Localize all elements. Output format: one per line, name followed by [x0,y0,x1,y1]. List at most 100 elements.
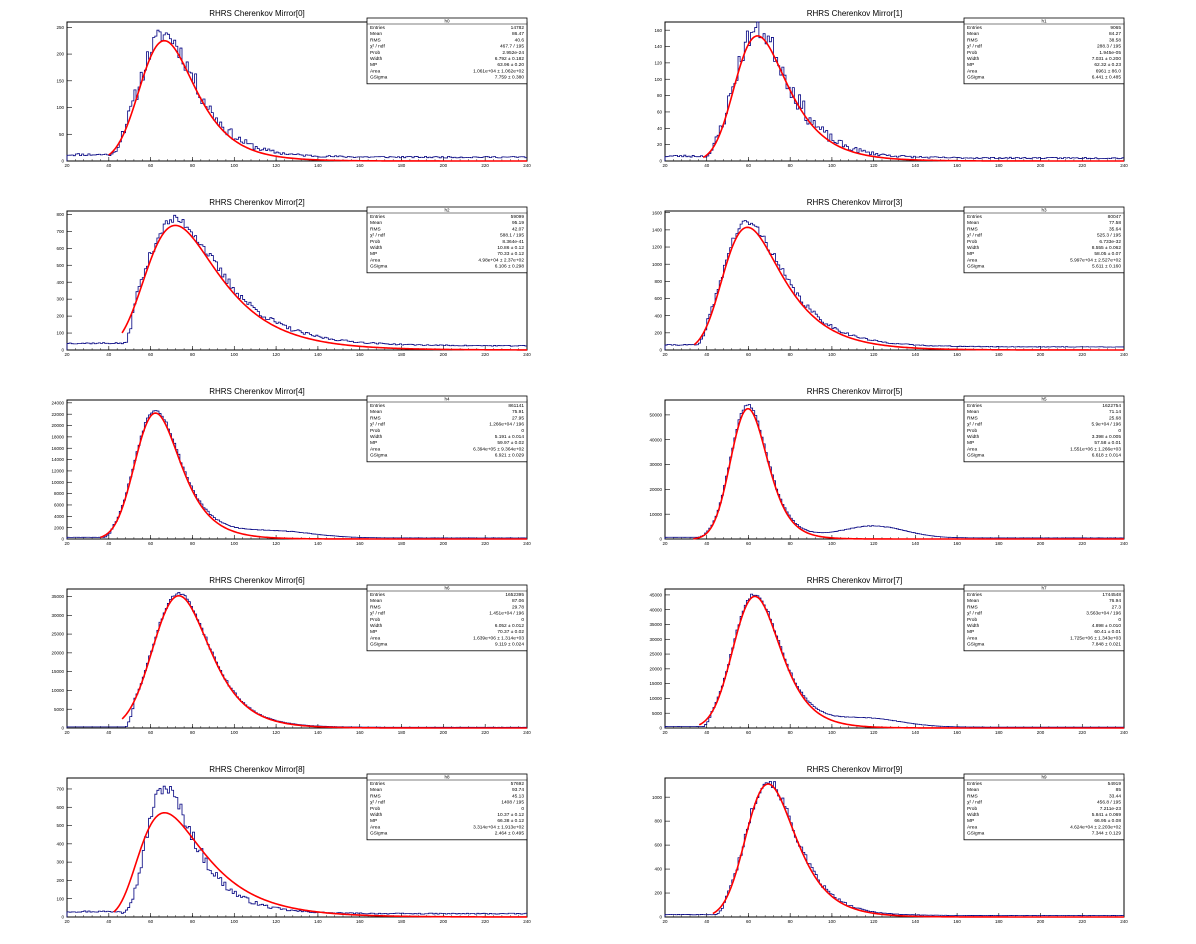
stats-label: Entries [967,25,983,31]
y-tick-label: 200 [56,52,64,57]
x-tick-label: 100 [828,352,836,357]
stats-value: 0 [521,428,524,434]
stats-label: MP [370,818,377,824]
x-tick-label: 240 [1120,730,1128,735]
stats-value: 59.97 ± 0.02 [497,440,524,446]
x-tick-label: 180 [398,919,406,924]
stats-label: Entries [370,592,386,598]
stats-label: χ² / ndf [370,44,385,50]
x-tick-label: 200 [1037,352,1045,357]
x-tick-label: 140 [912,352,920,357]
x-tick-label: 180 [995,730,1003,735]
y-tick-label: 250 [56,25,64,30]
x-tick-label: 40 [106,163,112,168]
y-tick-label: 20000 [51,423,64,428]
y-tick-label: 20000 [649,666,662,671]
y-tick-label: 100 [56,331,64,336]
stats-value: 7.344 ± 0.129 [1092,831,1122,837]
stats-label: Area [370,446,380,452]
x-tick-label: 100 [231,730,239,735]
stats-label: MP [370,251,377,257]
plot-frame [664,777,1125,918]
stats-value: 38.58 [1109,37,1121,43]
histogram-series [66,785,527,917]
x-tick-label: 40 [106,730,112,735]
stats-label: GSigma [967,264,985,270]
x-tick-label: 80 [190,919,196,924]
y-tick-label: 400 [56,841,64,846]
x-tick-label: 100 [231,919,239,924]
y-tick-label: 5000 [54,707,65,712]
stats-value: 1.551e+06 ± 1.266e+03 [1070,446,1121,452]
stats-label: GSigma [370,831,388,837]
stats-value: 4.98e+04 ± 2.37e+02 [478,257,524,263]
y-tick-label: 1200 [652,245,663,250]
stats-label: χ² / ndf [967,44,982,50]
chart-panel-3: RHRS Cherenkov Mirror[3] 20 40 60 80 100 120 14… [652,198,1128,357]
stats-value: 6.106 ± 0.298 [495,264,525,270]
y-tick-label: 15000 [649,681,662,686]
stats-value: 288.3 / 195 [1097,44,1121,50]
stats-label: Prob [967,50,977,56]
y-tick-label: 600 [654,296,662,301]
y-tick-label: 400 [654,313,662,318]
x-tick-label: 60 [148,352,154,357]
stats-label: MP [967,629,974,635]
chart-title: RHRS Cherenkov Mirror[7] [807,576,903,585]
fit-curve [100,412,527,540]
stats-label: RMS [967,226,978,232]
stats-label: Prob [370,50,380,56]
stats-value: 1744548 [1102,592,1121,598]
y-tick-label: 20000 [649,487,662,492]
stats-value: 1.639e+06 ± 1.314e+03 [473,635,524,641]
stats-label: Width [967,56,980,62]
stats-value: 27.95 [512,415,524,421]
stats-box [366,17,528,85]
y-tick-label: 0 [61,348,64,353]
y-tick-label: 300 [56,297,64,302]
x-tick-label: 140 [912,730,920,735]
x-tick-label: 120 [870,541,878,546]
stats-name: h3 [1041,208,1047,213]
y-tick-label: 80 [657,93,663,98]
x-tick-label: 80 [190,541,196,546]
stats-label: Prob [370,239,380,245]
stats-label: RMS [370,604,381,610]
x-tick-label: 180 [995,163,1003,168]
stats-label: χ² / ndf [967,800,982,806]
stats-label: MP [967,440,974,446]
stats-value: 66.38 ± 0.12 [497,818,524,824]
x-tick-label: 200 [440,730,448,735]
y-tick-label: 10000 [649,512,662,517]
x-tick-label: 240 [523,919,531,924]
x-tick-label: 120 [272,730,280,735]
stats-label: Prob [370,806,380,812]
x-tick-label: 160 [953,730,961,735]
x-tick-label: 160 [953,352,961,357]
y-tick-label: 400 [654,867,662,872]
stats-value: 3.563e+04 / 196 [1086,611,1121,617]
x-tick-label: 100 [231,352,239,357]
y-tick-label: 0 [659,159,662,164]
x-tick-label: 140 [912,541,920,546]
stats-label: RMS [370,415,381,421]
x-tick-label: 160 [953,541,961,546]
x-tick-label: 140 [912,919,920,924]
y-tick-label: 0 [61,537,64,542]
y-tick-label: 600 [654,843,662,848]
x-tick-label: 80 [190,352,196,357]
stats-name: h0 [444,19,450,24]
stats-label: Area [967,257,977,263]
x-tick-label: 240 [1120,541,1128,546]
stats-label: Width [967,434,980,440]
y-tick-label: 15000 [51,669,64,674]
chart-panel-5: RHRS Cherenkov Mirror[5] 20 40 60 80 100 120 14… [649,387,1128,546]
stats-value: 29.78 [512,604,524,610]
x-tick-label: 40 [106,919,112,924]
x-tick-label: 200 [440,541,448,546]
chart-panel-6: RHRS Cherenkov Mirror[6] 20 40 60 80 100 120 14… [51,576,531,735]
x-tick-label: 220 [481,730,489,735]
plot-frame [66,588,528,729]
x-tick-label: 100 [828,919,836,924]
stats-value: 77.58 [1109,220,1121,226]
